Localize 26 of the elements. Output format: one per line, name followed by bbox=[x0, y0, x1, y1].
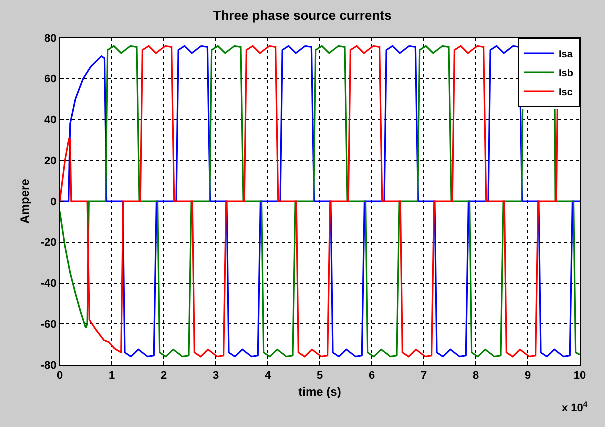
y-tick-label: 0 bbox=[50, 196, 57, 208]
x-tick-label: 5 bbox=[316, 370, 324, 382]
x-tick-label: 7 bbox=[420, 370, 428, 382]
chart-title: Three phase source currents bbox=[213, 8, 392, 23]
y-axis-title: Ampere bbox=[18, 178, 32, 224]
legend-label: Isb bbox=[559, 68, 574, 80]
legend-label: Isc bbox=[559, 87, 574, 98]
x-tick-label: 8 bbox=[472, 370, 480, 382]
x-tick-label: 1 bbox=[108, 370, 116, 382]
x-tick-label: 10 bbox=[574, 370, 586, 382]
x-tick-label: 4 bbox=[264, 370, 272, 382]
y-tick-label: -80 bbox=[40, 360, 57, 372]
y-tick-label: -20 bbox=[40, 237, 57, 250]
x-tick-label: 6 bbox=[368, 370, 376, 382]
y-tick-label: 60 bbox=[44, 74, 57, 86]
y-tick-label: 20 bbox=[44, 155, 57, 168]
x-tick-label: 3 bbox=[212, 370, 220, 382]
y-tick-label: 40 bbox=[44, 114, 57, 127]
x-axis-title: time (s) bbox=[298, 385, 342, 400]
legend-label: Isa bbox=[559, 49, 574, 60]
y-tick-label: -60 bbox=[40, 318, 57, 331]
text: x 10$^{4}$ bbox=[562, 400, 588, 415]
y-tick-label: -40 bbox=[40, 278, 57, 290]
x-tick-label: 2 bbox=[160, 370, 168, 382]
y-tick-label: 80 bbox=[44, 32, 57, 45]
x-tick-label: 9 bbox=[524, 370, 532, 382]
